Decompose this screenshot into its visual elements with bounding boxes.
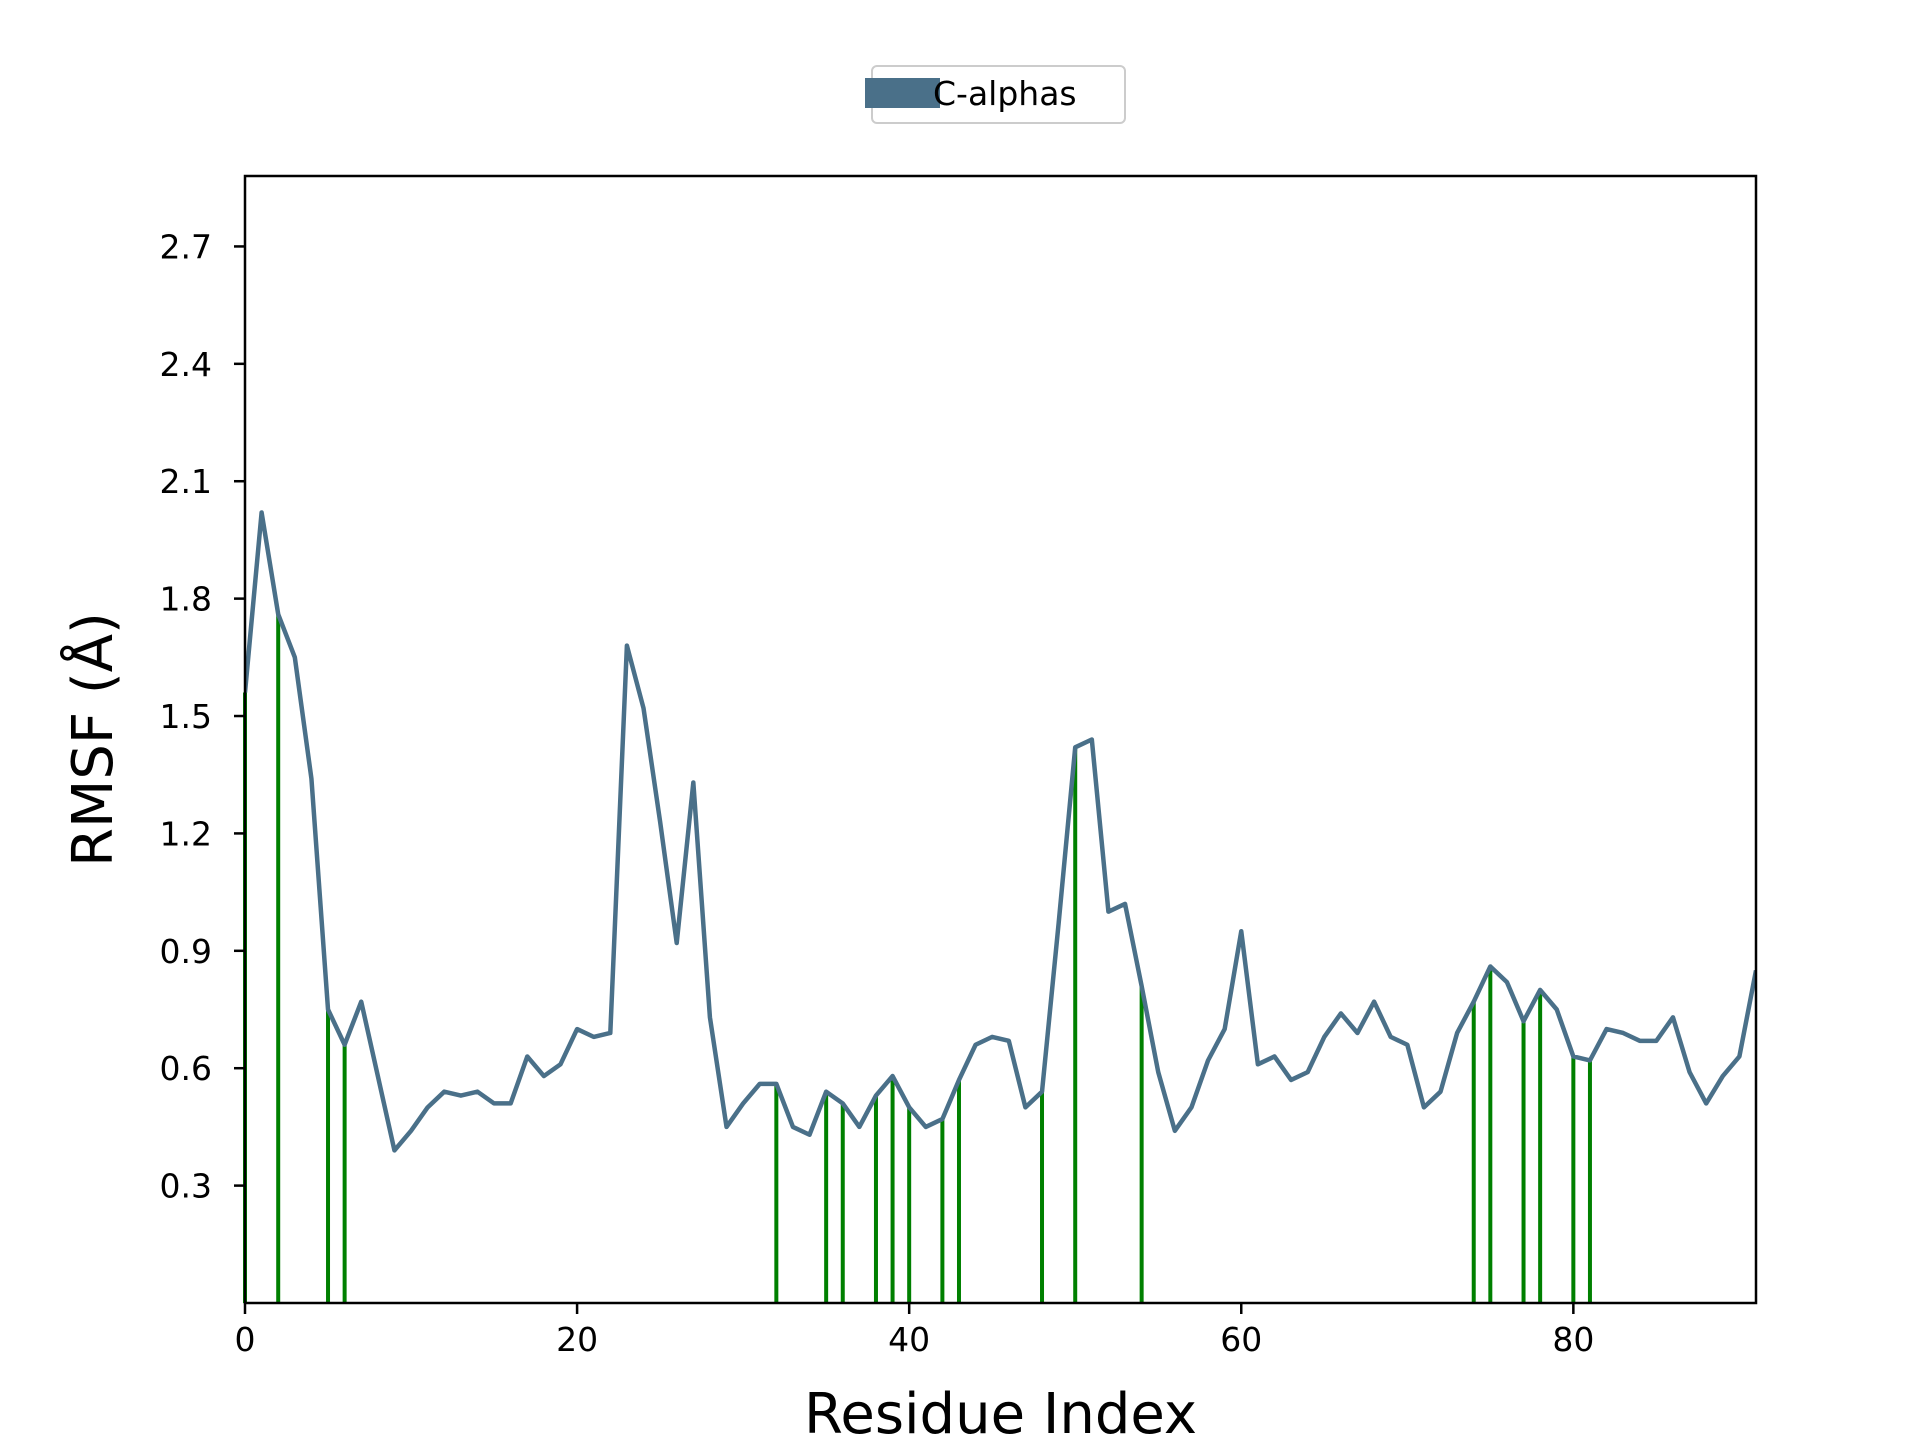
x-tick-label: 0	[235, 1320, 256, 1359]
series-lines	[245, 510, 1756, 1153]
x-tick-label: 20	[556, 1320, 598, 1359]
y-tick-label: 1.5	[160, 697, 212, 736]
series-line-c-alphas	[245, 510, 1756, 1153]
y-tick-label: 2.1	[160, 462, 212, 501]
x-axis-label: Residue Index	[804, 1382, 1197, 1440]
y-tick-label: 1.8	[160, 580, 212, 619]
x-tick-label: 40	[888, 1320, 930, 1359]
plot-frame	[243, 174, 1758, 1305]
y-axis-label: RMSF (Å)	[60, 612, 126, 867]
y-tick-label: 0.6	[160, 1049, 212, 1088]
x-tick-label: 80	[1552, 1320, 1594, 1359]
highlight-bars	[243, 614, 1592, 1303]
y-tick-label: 0.3	[160, 1167, 212, 1206]
x-axis-ticks: 0 20 40 60 80	[235, 1303, 1594, 1359]
y-tick-label: 2.4	[160, 345, 212, 384]
y-tick-label: 2.7	[160, 227, 212, 266]
y-tick-label: 1.2	[160, 814, 212, 853]
legend: C-alphas	[865, 65, 1126, 124]
y-axis-ticks: 0.3 0.6 0.9 1.2 1.5 1.8 2.1 2.4 2.7	[160, 227, 245, 1206]
legend-swatch	[865, 78, 940, 108]
x-tick-label: 60	[1220, 1320, 1262, 1359]
legend-label: C-alphas	[933, 74, 1077, 113]
y-tick-label: 0.9	[160, 932, 212, 971]
